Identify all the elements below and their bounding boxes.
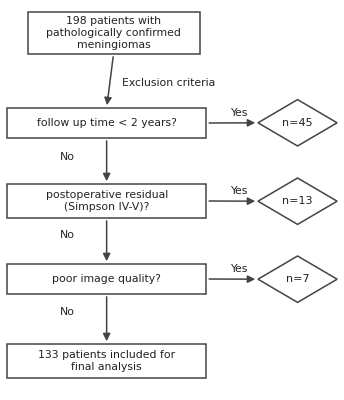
- Text: 133 patients included for
final analysis: 133 patients included for final analysis: [38, 350, 175, 372]
- Text: n=45: n=45: [282, 118, 313, 128]
- FancyBboxPatch shape: [7, 264, 206, 294]
- Text: Yes: Yes: [230, 264, 248, 274]
- Polygon shape: [258, 100, 337, 146]
- Text: n=7: n=7: [286, 274, 309, 284]
- FancyBboxPatch shape: [7, 184, 206, 218]
- Text: Exclusion criteria: Exclusion criteria: [122, 78, 215, 88]
- FancyBboxPatch shape: [7, 344, 206, 378]
- FancyBboxPatch shape: [28, 12, 200, 54]
- Text: Yes: Yes: [230, 108, 248, 118]
- Text: follow up time < 2 years?: follow up time < 2 years?: [37, 118, 176, 128]
- Text: No: No: [60, 152, 75, 162]
- Text: No: No: [60, 307, 75, 317]
- Text: No: No: [60, 230, 75, 240]
- FancyBboxPatch shape: [7, 108, 206, 138]
- Text: Yes: Yes: [230, 186, 248, 196]
- Text: poor image quality?: poor image quality?: [52, 274, 161, 284]
- Polygon shape: [258, 178, 337, 224]
- Text: n=13: n=13: [282, 196, 313, 206]
- Polygon shape: [258, 256, 337, 302]
- Text: 198 patients with
pathologically confirmed
meningiomas: 198 patients with pathologically confirm…: [46, 16, 181, 50]
- Text: postoperative residual
(Simpson IV-V)?: postoperative residual (Simpson IV-V)?: [45, 190, 168, 212]
